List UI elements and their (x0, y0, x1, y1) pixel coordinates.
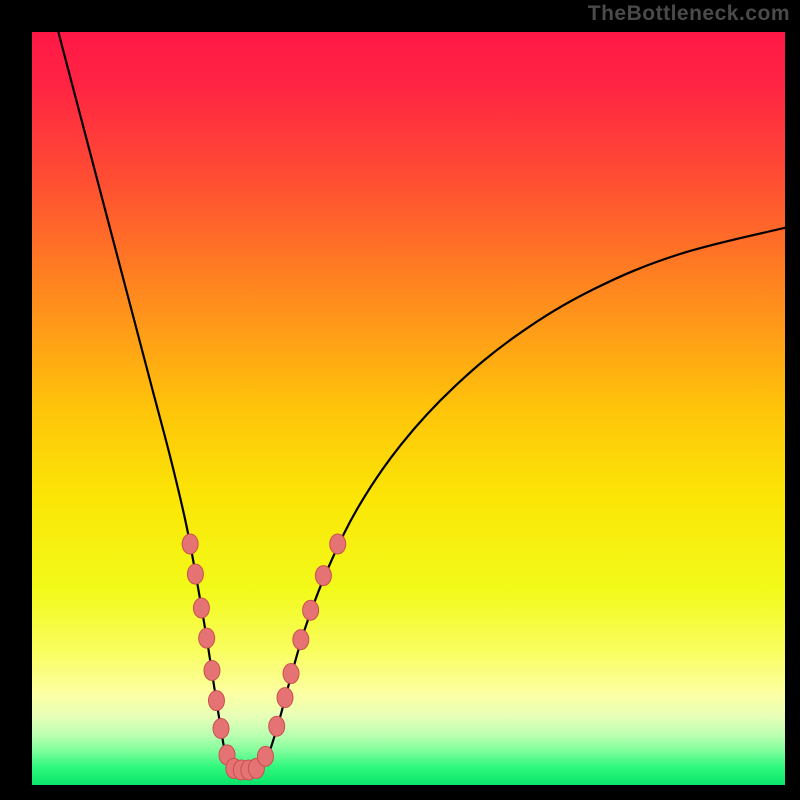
data-marker (204, 661, 220, 681)
data-marker (257, 746, 273, 766)
data-marker (330, 534, 346, 554)
data-marker (283, 664, 299, 684)
data-marker (213, 719, 229, 739)
curve-right (258, 228, 785, 770)
curve-left (58, 32, 233, 770)
data-marker (208, 691, 224, 711)
watermark-text: TheBottleneck.com (588, 2, 790, 26)
data-marker (182, 534, 198, 554)
data-marker (269, 716, 285, 736)
data-marker (193, 598, 209, 618)
data-marker (293, 630, 309, 650)
data-marker (187, 564, 203, 584)
data-marker (303, 600, 319, 620)
data-marker (315, 566, 331, 586)
chart-svg (32, 32, 785, 785)
plot-area (32, 32, 785, 785)
chart-container: { "watermark": { "text": "TheBottleneck.… (0, 0, 800, 800)
data-marker (277, 688, 293, 708)
data-marker (199, 628, 215, 648)
